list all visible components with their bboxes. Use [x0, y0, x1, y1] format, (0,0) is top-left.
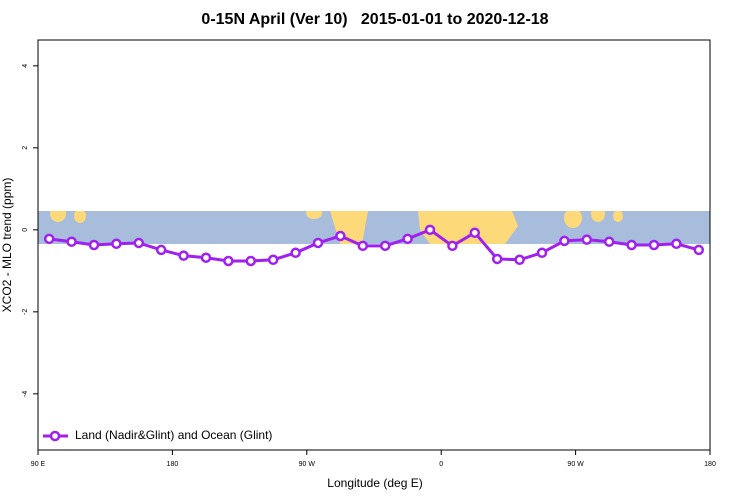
- data-point: [66, 236, 77, 247]
- data-point: [357, 240, 369, 252]
- y-axis-label: XCO2 - MLO trend (ppm): [0, 178, 14, 313]
- data-point: [43, 233, 55, 245]
- data-point: [290, 247, 301, 259]
- y-tick-label: 4: [22, 64, 29, 68]
- plot-frame: [37, 39, 711, 451]
- data-point: [178, 250, 189, 261]
- x-tick-label: 90 W: [299, 461, 316, 468]
- x-tick-label: 0: [439, 461, 443, 468]
- legend-label: Land (Nadir&Glint) and Ocean (Glint): [75, 428, 272, 442]
- data-point: [581, 234, 593, 245]
- data-point: [536, 247, 548, 259]
- map-background: [38, 211, 710, 244]
- data-point: [88, 239, 100, 251]
- legend-marker: [49, 430, 61, 442]
- data-point: [491, 253, 503, 265]
- data-point: [111, 238, 122, 250]
- data-point: [603, 236, 615, 247]
- x-tick-label: 180: [167, 461, 179, 468]
- y-tick-label: -2: [22, 309, 29, 315]
- data-point: [447, 240, 458, 252]
- data-point: [335, 230, 346, 242]
- data-point: [133, 237, 145, 249]
- data-point: [626, 239, 637, 251]
- x-tick-label: 180: [704, 461, 716, 468]
- x-tick-label: 90 W: [567, 461, 584, 468]
- data-point: [155, 244, 167, 256]
- data-point: [267, 254, 279, 266]
- data-point: [693, 244, 705, 256]
- y-tick-label: -4: [22, 391, 29, 397]
- x-tick-label: 90 E: [31, 461, 46, 468]
- y-tick-label: 2: [22, 146, 29, 150]
- data-point: [671, 238, 682, 250]
- data-point: [469, 227, 481, 238]
- data-point: [200, 252, 212, 263]
- data-point: [559, 235, 570, 247]
- data-point: [245, 255, 257, 267]
- chart-title: 0-15N April (Ver 10) 2015-01-01 to 2020-…: [201, 11, 548, 28]
- data-point: [223, 255, 234, 267]
- data-point: [379, 240, 391, 252]
- data-point: [402, 233, 413, 245]
- data-point: [312, 237, 324, 249]
- data-point: [424, 224, 436, 236]
- data-point: [648, 239, 660, 251]
- y-tick-label: 0: [22, 228, 29, 232]
- data-point: [514, 254, 525, 266]
- x-axis-label: Longitude (deg E): [327, 476, 422, 490]
